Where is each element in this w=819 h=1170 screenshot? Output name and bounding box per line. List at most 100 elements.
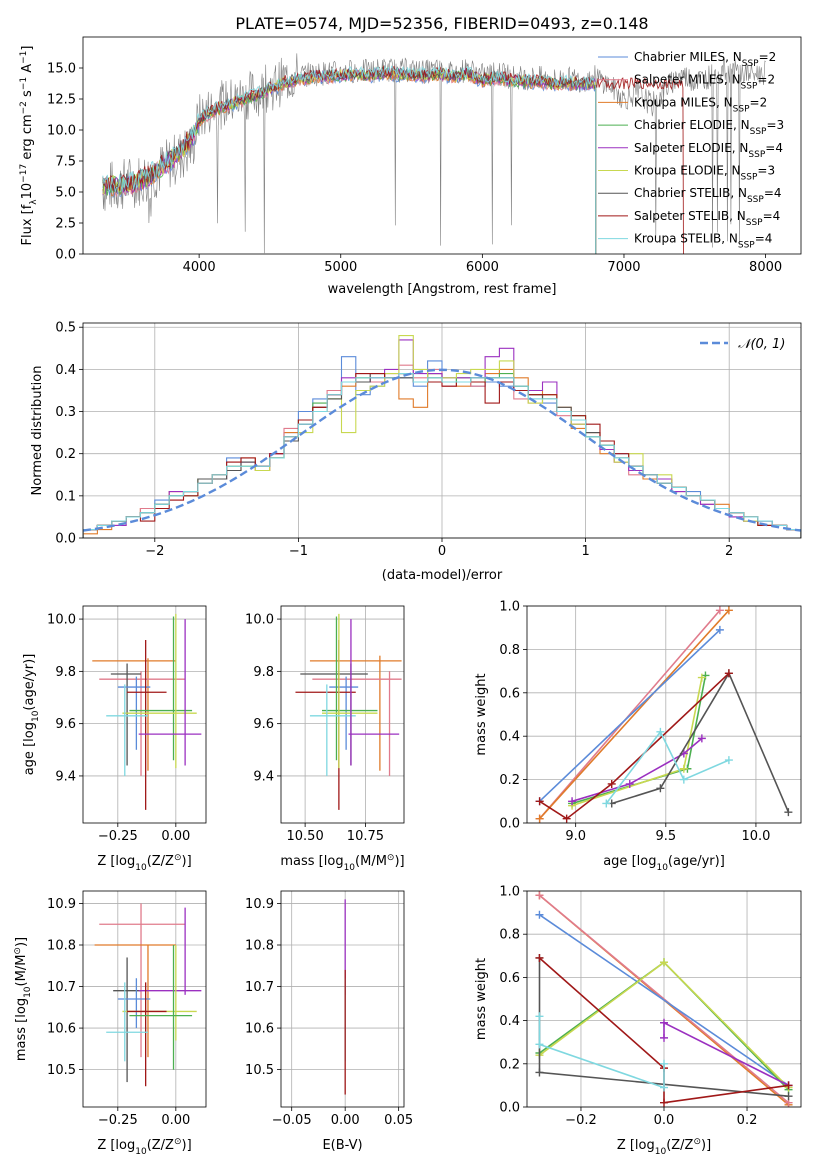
y-tick-label: 9.8 bbox=[55, 665, 76, 680]
legend-label: Salpeter ELODIE, NSSP=4 bbox=[634, 141, 783, 160]
weight-line-salpeter-miles bbox=[538, 894, 790, 1104]
axes-frame bbox=[82, 36, 802, 255]
y-tick-label: 0.1 bbox=[55, 489, 76, 504]
weight-marker bbox=[724, 606, 733, 615]
y-tick-label: 5.0 bbox=[55, 186, 76, 201]
x-tick-label: 0.2 bbox=[737, 1113, 758, 1128]
legend-label: Kroupa STELIB, NSSP=4 bbox=[634, 232, 772, 251]
y-tick-label: 10.8 bbox=[47, 939, 76, 954]
axes-frame bbox=[82, 322, 802, 539]
y-tick-label: 1.0 bbox=[499, 885, 520, 900]
x-axis-label: mass [log10(M/M⊙)] bbox=[280, 853, 404, 873]
weight-line-kroupa-miles bbox=[539, 609, 730, 820]
y-axis-label: mass weight bbox=[474, 673, 489, 755]
y-tick-label: 0.8 bbox=[499, 928, 520, 943]
weight-marker bbox=[784, 1092, 793, 1101]
weight-marker bbox=[724, 756, 733, 765]
weight-marker bbox=[607, 779, 616, 788]
histogram-kroupa-stelib bbox=[83, 373, 801, 538]
residuals-panel: −2 −1 0 1 2 0.0 0.1 0.2 0.3 0.4 0.5 𝒩(0, 1) (data-mo… bbox=[30, 321, 802, 583]
y-tick-label: 10.0 bbox=[245, 613, 274, 628]
x-tick-label: 8000 bbox=[749, 260, 782, 275]
y-tick-label: 10.7 bbox=[47, 980, 76, 995]
axes-frame bbox=[280, 890, 405, 1108]
weight-series bbox=[535, 606, 793, 823]
y-tick-label: 9.4 bbox=[253, 769, 274, 784]
weight-marker bbox=[660, 1083, 668, 1092]
errorbar-series bbox=[94, 903, 202, 1087]
weight-line-chabrier-stelib bbox=[611, 671, 790, 813]
legend-label: Chabrier STELIB, NSSP=4 bbox=[634, 186, 782, 205]
y-tick-label: 10.5 bbox=[245, 1063, 274, 1078]
weight-marker bbox=[660, 1098, 668, 1107]
weight-marker bbox=[724, 669, 733, 678]
weight-marker bbox=[535, 814, 544, 823]
age_vs_mass-panel: 10.50 10.75 9.4 9.6 9.8 10.0 mass [log10(M/M⊙)… bbox=[245, 605, 405, 873]
x-tick-label: 1 bbox=[581, 544, 589, 559]
y-tick-label: 9.8 bbox=[253, 665, 274, 680]
errorbar-series bbox=[92, 613, 202, 810]
axes-frame bbox=[526, 605, 802, 824]
weight-marker bbox=[660, 1059, 668, 1068]
x-axis-label: Z [log10(Z/Z⊙)] bbox=[617, 1137, 711, 1157]
weight-line-chabrier-miles bbox=[539, 629, 721, 802]
weight-marker bbox=[602, 799, 611, 808]
y-tick-label: 10.9 bbox=[47, 897, 76, 912]
weight_vs_Z-panel: −0.2 0.0 0.2 0.0 0.2 0.4 0.6 0.8 1.0 Z [log10(Z/Z… bbox=[474, 885, 802, 1157]
normal-curve bbox=[83, 368, 801, 532]
y-tick-label: 9.6 bbox=[253, 717, 274, 732]
weight-line-kroupa-stelib bbox=[605, 730, 730, 804]
weight_vs_age-panel: 9.0 9.5 10.0 0.0 0.2 0.4 0.6 0.8 1.0 age [log10(a… bbox=[474, 600, 802, 873]
x-tick-label: −0.05 bbox=[272, 1113, 312, 1128]
y-tick-label: 0.6 bbox=[499, 686, 520, 701]
y-tick-label: 0.2 bbox=[499, 1057, 520, 1072]
weight-marker bbox=[660, 1033, 668, 1042]
weight-line-salpeter-stelib bbox=[539, 672, 730, 820]
y-tick-label: 10.6 bbox=[245, 1022, 274, 1037]
weight-marker bbox=[656, 784, 665, 793]
weight-marker bbox=[535, 1068, 544, 1077]
model-spectrum-kroupa-stelib bbox=[102, 64, 597, 254]
weight-marker bbox=[535, 910, 544, 919]
weight-series bbox=[535, 891, 793, 1107]
x-tick-label: 0.00 bbox=[161, 1113, 190, 1128]
weight-marker bbox=[625, 779, 634, 788]
y-tick-label: 1.0 bbox=[499, 600, 520, 615]
histogram-series bbox=[83, 335, 801, 538]
x-tick-label: 0.0 bbox=[654, 1113, 675, 1128]
y-tick-label: 0.0 bbox=[55, 532, 76, 547]
weight-line-chabrier-miles bbox=[539, 914, 789, 1087]
y-axis-label: Flux [fλ10−17 erg cm−2 s−1 A−1] bbox=[19, 46, 39, 246]
legend-label: Chabrier ELODIE, NSSP=3 bbox=[634, 118, 784, 137]
x-tick-label: 9.0 bbox=[565, 829, 586, 844]
x-tick-label: 0.05 bbox=[384, 1113, 413, 1128]
model-spectrum-salpeter-stelib bbox=[102, 65, 684, 254]
y-tick-label: 0.2 bbox=[499, 773, 520, 788]
x-axis-label: E(B-V) bbox=[322, 1138, 362, 1153]
x-tick-label: 10.50 bbox=[287, 829, 324, 844]
model-spectrum-salpeter-elodie bbox=[102, 67, 597, 254]
weight-marker bbox=[562, 814, 571, 823]
y-tick-label: 10.0 bbox=[47, 613, 76, 628]
x-axis-label: (data-model)/error bbox=[382, 568, 503, 583]
y-tick-label: 9.6 bbox=[55, 717, 76, 732]
figure-title: PLATE=0574, MJD=52356, FIBERID=0493, z=0… bbox=[235, 14, 648, 33]
y-tick-label: 0.4 bbox=[55, 363, 76, 378]
y-tick-label: 10.9 bbox=[245, 897, 274, 912]
weight-marker bbox=[784, 1081, 793, 1090]
weight-marker bbox=[679, 764, 688, 773]
y-tick-label: 0.4 bbox=[499, 730, 520, 745]
y-tick-label: 2.5 bbox=[55, 217, 76, 232]
x-tick-label: 0 bbox=[438, 544, 446, 559]
y-tick-label: 10.8 bbox=[245, 939, 274, 954]
legend-label: Salpeter MILES, NSSP=2 bbox=[634, 73, 775, 92]
x-tick-label: 0.00 bbox=[331, 1113, 360, 1128]
y-axis-label: mass weight bbox=[474, 958, 489, 1040]
spectrum-lines bbox=[102, 53, 766, 254]
y-tick-label: 0.0 bbox=[499, 817, 520, 832]
y-tick-label: 0.8 bbox=[499, 643, 520, 658]
y-tick-label: 10.6 bbox=[47, 1022, 76, 1037]
weight-marker bbox=[715, 625, 724, 634]
x-axis-label: Z [log10(Z/Z⊙)] bbox=[97, 1137, 191, 1157]
